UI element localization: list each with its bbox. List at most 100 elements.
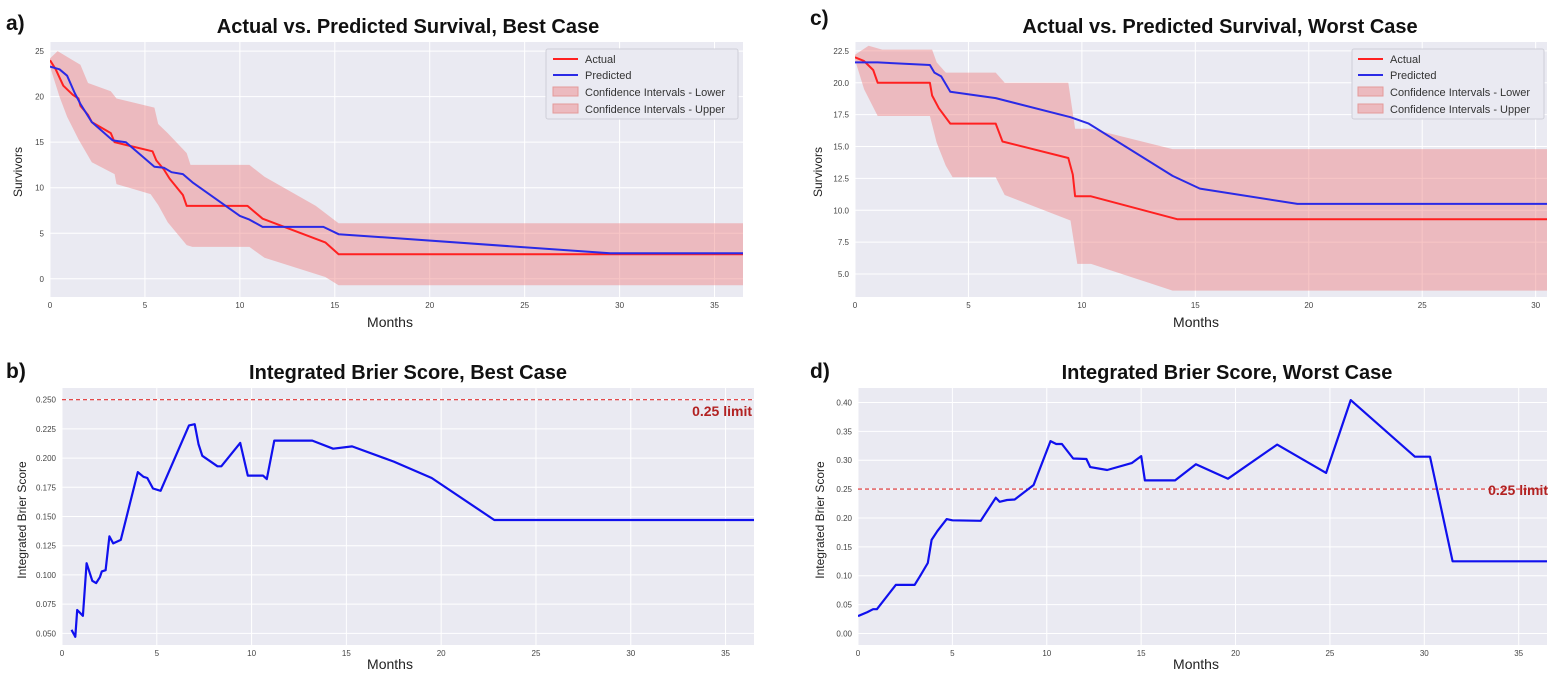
legend-box <box>1351 48 1545 120</box>
x-tick-label: 35 <box>721 649 730 658</box>
legend-swatch-ci-upper <box>552 103 579 114</box>
chart-title-b: Integrated Brier Score, Best Case <box>249 362 567 384</box>
x-tick-label: 30 <box>1531 301 1540 310</box>
y-tick-label: 10.0 <box>833 206 849 215</box>
y-tick-label: 0 <box>40 275 45 284</box>
y-axis-label-a: Survivors <box>11 147 25 197</box>
x-tick-label: 20 <box>437 649 446 658</box>
x-tick-label: 10 <box>1042 649 1051 658</box>
x-tick-label: 25 <box>1325 649 1334 658</box>
legend-label-actual: Actual <box>1390 54 1421 66</box>
panel-label-a: a) <box>6 12 25 35</box>
chart-panel-d: 0 5 10 15 20 25 30 35 0.00 0.05 0.10 0.15 0.20 0.25 0.… <box>810 360 1548 672</box>
y-tick-label: 0.15 <box>836 543 852 552</box>
x-tick-label: 10 <box>247 649 256 658</box>
y-tick-label: 15.0 <box>833 143 849 152</box>
x-tick-label: 0 <box>853 301 858 310</box>
series-group <box>858 399 1547 618</box>
legend-swatch-ci-lower <box>1357 86 1384 97</box>
chart-title-d: Integrated Brier Score, Worst Case <box>1062 362 1393 384</box>
y-tick-label: 0.225 <box>36 425 57 434</box>
y-tick-label: 22.5 <box>833 47 849 56</box>
panel-label-b: b) <box>6 360 26 383</box>
y-axis-label-b: Integrated Brier Score <box>15 461 29 579</box>
legend-box <box>545 48 739 120</box>
y-tick-label: 12.5 <box>833 174 849 183</box>
chart-title-c: Actual vs. Predicted Survival, Worst Cas… <box>1022 16 1417 38</box>
legend-label-ci-lower: Confidence Intervals - Lower <box>1390 87 1530 99</box>
x-tick-label: 30 <box>626 649 635 658</box>
legend-label-predicted: Predicted <box>1390 70 1436 82</box>
y-axis-label-d: Integrated Brier Score <box>813 461 827 579</box>
y-tick-label: 0.10 <box>836 572 852 581</box>
legend-label-ci-upper: Confidence Intervals - Upper <box>585 104 725 116</box>
chart-panel-c: 0 5 10 15 20 25 30 5.0 7.5 10.0 12.5 15.0 17.5 20.0 22… <box>810 7 1547 330</box>
y-tick-label: 0.100 <box>36 571 57 580</box>
series-line-brier <box>70 423 754 638</box>
y-tick-label: 0.25 <box>836 485 852 494</box>
x-tick-label: 5 <box>143 301 148 310</box>
x-tick-label: 0 <box>856 649 861 658</box>
y-tick-label: 20.0 <box>833 79 849 88</box>
series-line-predicted <box>50 65 743 255</box>
y-tick-label: 17.5 <box>833 111 849 120</box>
x-tick-label: 35 <box>1514 649 1523 658</box>
x-tick-label: 20 <box>425 301 434 310</box>
panel-label-d: d) <box>810 360 830 383</box>
x-tick-label: 15 <box>1191 301 1200 310</box>
series-line-actual <box>50 59 743 256</box>
x-tick-label: 0 <box>48 301 53 310</box>
x-tick-label: 30 <box>615 301 624 310</box>
y-tick-label: 0.150 <box>36 513 57 522</box>
series-group <box>855 45 1547 291</box>
x-axis-label-c: Months <box>1173 314 1219 330</box>
y-tick-label: 0.250 <box>36 396 57 405</box>
chart-panel-a: 0 5 10 15 20 25 30 35 0 5 10 15 20 25 a) Actual vs. P… <box>6 12 743 330</box>
x-tick-label: 30 <box>1420 649 1429 658</box>
legend-swatch-ci-lower <box>552 86 579 97</box>
x-tick-label: 5 <box>950 649 955 658</box>
y-tick-label: 0.30 <box>836 456 852 465</box>
legend-c: Actual Predicted Confidence Intervals - … <box>1351 48 1545 120</box>
legend-label-ci-lower: Confidence Intervals - Lower <box>585 87 725 99</box>
x-tick-label: 5 <box>155 649 160 658</box>
x-tick-label: 15 <box>1137 649 1146 658</box>
series-group <box>62 399 754 638</box>
x-tick-label: 25 <box>532 649 541 658</box>
x-tick-label: 5 <box>966 301 971 310</box>
y-tick-label: 5 <box>40 229 45 238</box>
x-tick-label: 15 <box>342 649 351 658</box>
x-tick-label: 20 <box>1231 649 1240 658</box>
x-tick-label: 25 <box>520 301 529 310</box>
legend-label-actual: Actual <box>585 54 616 66</box>
confidence-band <box>50 51 743 286</box>
legend-label-predicted: Predicted <box>585 70 631 82</box>
legend-label-ci-upper: Confidence Intervals - Upper <box>1390 104 1530 116</box>
series-group <box>50 51 743 286</box>
y-tick-label: 25 <box>35 47 44 56</box>
x-axis-label-a: Months <box>367 314 413 330</box>
chart-title-a: Actual vs. Predicted Survival, Best Case <box>217 16 599 38</box>
x-axis-label-b: Months <box>367 656 413 672</box>
panel-label-c: c) <box>810 7 829 30</box>
y-tick-label: 5.0 <box>838 270 850 279</box>
legend-a: Actual Predicted Confidence Intervals - … <box>545 48 739 120</box>
series-line-predicted <box>855 61 1547 205</box>
x-tick-label: 35 <box>710 301 719 310</box>
y-tick-label: 0.35 <box>836 427 852 436</box>
x-tick-label: 25 <box>1418 301 1427 310</box>
plot-area-d: 0 5 10 15 20 25 30 35 0.00 0.05 0.10 0.15 0.20 0.25 0.… <box>836 388 1547 658</box>
y-tick-label: 0.00 <box>836 629 852 638</box>
series-line-brier <box>858 399 1547 618</box>
y-axis-label-c: Survivors <box>811 147 825 197</box>
y-tick-label: 0.20 <box>836 514 852 523</box>
y-tick-label: 0.075 <box>36 600 57 609</box>
legend-swatch-ci-upper <box>1357 103 1384 114</box>
limit-label-b: 0.25 limit <box>692 403 752 419</box>
y-tick-label: 0.175 <box>36 483 57 492</box>
limit-label-d: 0.25 limit <box>1488 482 1548 498</box>
x-tick-label: 20 <box>1304 301 1313 310</box>
y-tick-label: 7.5 <box>838 238 850 247</box>
y-tick-label: 20 <box>35 93 44 102</box>
